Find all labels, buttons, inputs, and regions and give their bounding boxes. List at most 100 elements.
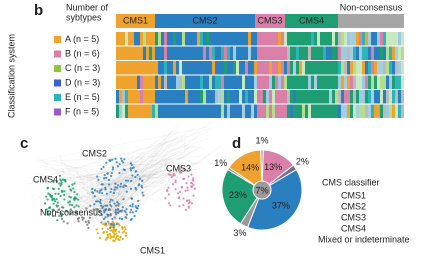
- network-edge: [102, 194, 130, 198]
- sample-cell: [164, 46, 167, 60]
- sample-cell: [383, 90, 386, 104]
- sample-cell: [164, 90, 167, 104]
- network-node: [178, 190, 182, 193]
- sample-cell: [188, 90, 191, 104]
- network-edge: [107, 127, 179, 186]
- sample-cell: [197, 104, 200, 118]
- sample-cell: [308, 104, 311, 118]
- sample-cell: [215, 104, 218, 118]
- network-node: [129, 204, 132, 207]
- network-edge: [134, 154, 193, 173]
- sample-cell: [134, 104, 137, 118]
- sample-cell: [344, 90, 347, 104]
- network-node: [98, 210, 101, 213]
- sample-cell: [164, 32, 167, 46]
- network-node: [59, 178, 62, 181]
- network-node: [55, 198, 58, 201]
- network-edge: [123, 162, 187, 166]
- sample-cell: [338, 104, 341, 118]
- network-edge: [87, 204, 90, 208]
- network-edge: [102, 194, 115, 205]
- sample-cell: [353, 61, 356, 75]
- sample-cell: [308, 90, 311, 104]
- sample-cell: [137, 32, 140, 46]
- sample-cell: [296, 46, 299, 60]
- sample-cell: [311, 90, 314, 104]
- network-edge: [31, 133, 188, 202]
- sample-cell: [248, 46, 251, 60]
- network-node: [123, 158, 126, 161]
- sample-cell: [197, 32, 200, 46]
- sample-cell: [248, 75, 251, 89]
- sample-cell: [332, 46, 335, 60]
- network-node: [120, 159, 124, 163]
- network-node: [100, 221, 103, 224]
- sample-cell: [344, 46, 347, 60]
- sample-cell: [350, 90, 353, 104]
- sample-cell: [239, 32, 242, 46]
- network-node: [113, 240, 116, 243]
- sample-cell: [329, 46, 332, 60]
- sample-cell: [275, 61, 278, 75]
- sample-cell: [140, 75, 143, 89]
- sample-cell: [119, 75, 122, 89]
- sample-cell: [263, 75, 266, 89]
- network-edge: [112, 172, 153, 219]
- sample-cell: [173, 90, 176, 104]
- network-node: [125, 216, 128, 219]
- network-node: [98, 191, 101, 194]
- network-node: [187, 205, 190, 208]
- network-node: [101, 227, 104, 230]
- network-node: [131, 166, 134, 170]
- sample-cell: [200, 104, 203, 118]
- sample-cell: [203, 32, 206, 46]
- sample-cell: [218, 90, 221, 104]
- network-node: [129, 187, 133, 190]
- sample-cell: [401, 90, 404, 104]
- network-edge: [110, 148, 200, 197]
- sample-cell: [281, 46, 284, 60]
- network-edge: [96, 162, 204, 167]
- network-node: [73, 182, 76, 185]
- network-edge: [96, 220, 99, 230]
- network-edge: [37, 126, 208, 162]
- sample-cell: [230, 46, 233, 60]
- network-node: [68, 203, 72, 206]
- network-edge: [94, 146, 202, 203]
- network-edge: [43, 155, 168, 162]
- sample-cell: [275, 75, 278, 89]
- legend-title: Number of: [66, 2, 109, 12]
- sample-cell: [212, 32, 215, 46]
- sample-cell: [389, 32, 392, 46]
- sample-cell: [227, 32, 230, 46]
- network-node: [109, 214, 112, 217]
- sample-cell: [323, 61, 326, 75]
- cluster-label: CMS4: [33, 174, 58, 184]
- network-edge: [112, 144, 180, 202]
- sample-cell: [302, 104, 305, 118]
- network-edge: [80, 179, 89, 185]
- network-node: [109, 237, 112, 240]
- network-edge: [63, 162, 70, 173]
- sample-cell: [200, 75, 203, 89]
- sample-cell: [269, 90, 272, 104]
- sample-cell: [173, 46, 176, 60]
- sample-cell: [182, 75, 185, 89]
- network-node: [133, 214, 136, 218]
- sample-cell: [125, 75, 128, 89]
- sample-cell: [398, 104, 401, 118]
- network-edge: [112, 166, 136, 184]
- sample-cell: [326, 61, 329, 75]
- sample-cell: [308, 61, 311, 75]
- y-axis-label: Classification system: [6, 34, 16, 118]
- sample-cell: [341, 90, 344, 104]
- sample-cell: [365, 46, 368, 60]
- sample-cell: [227, 104, 230, 118]
- network-edge: [77, 192, 150, 211]
- sample-cell: [362, 75, 365, 89]
- sample-cell: [269, 104, 272, 118]
- network-edge: [91, 187, 126, 191]
- sample-cell: [350, 75, 353, 89]
- network-node: [186, 199, 189, 202]
- network-node: [130, 208, 133, 211]
